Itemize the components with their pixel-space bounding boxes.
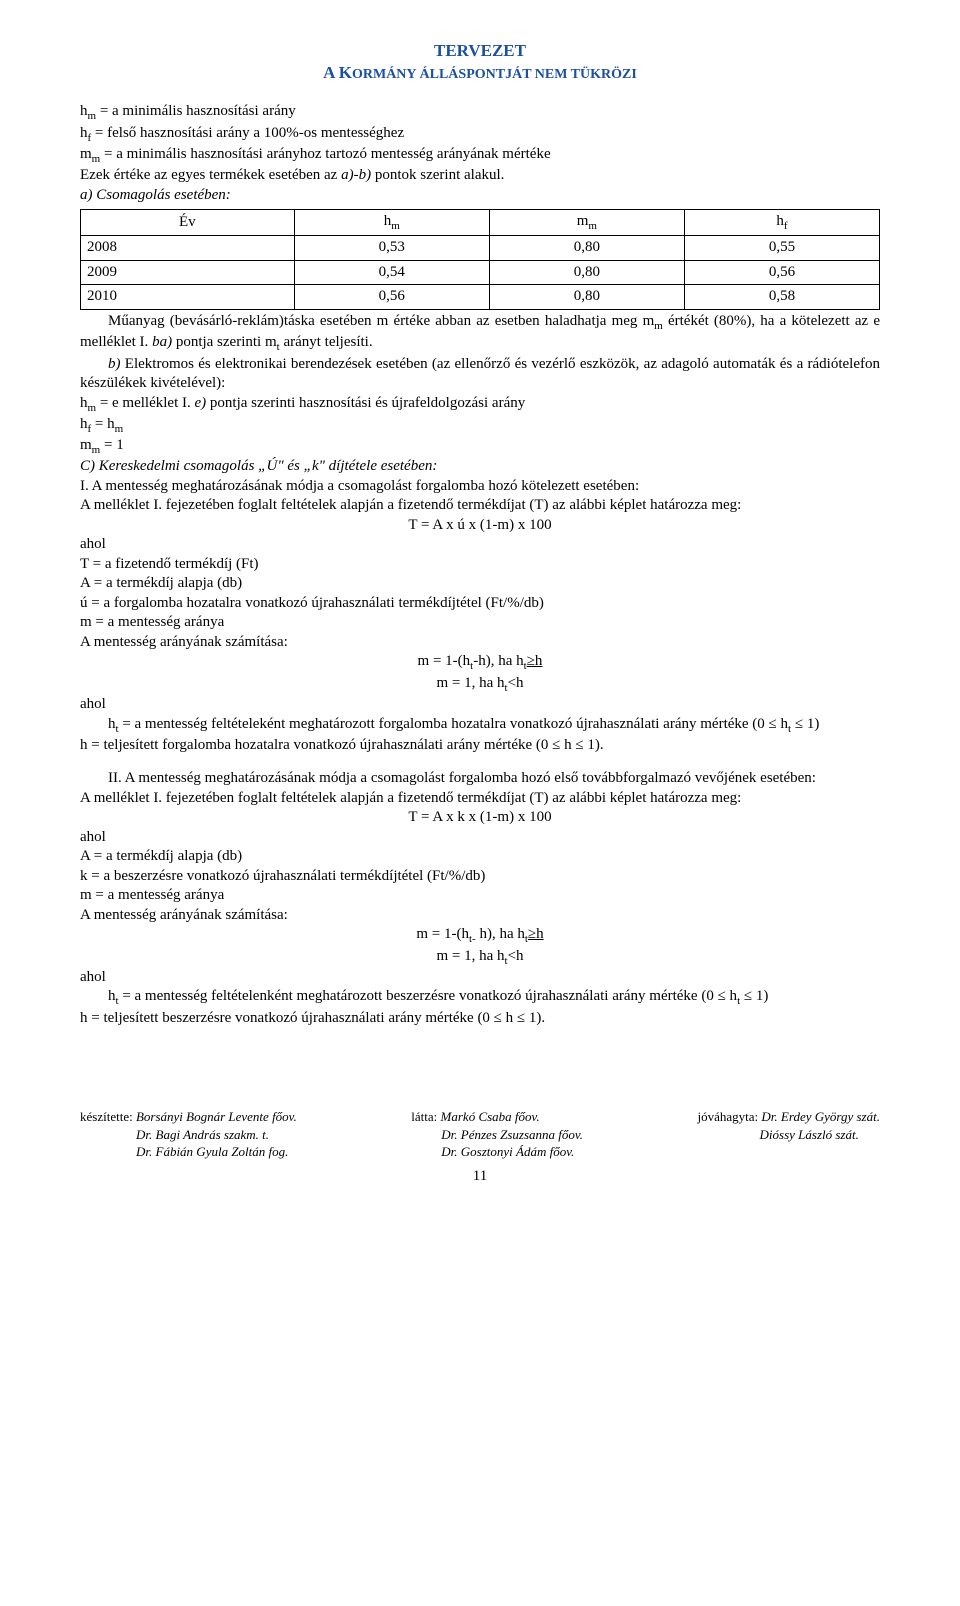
ahol-1: ahol [80, 535, 880, 555]
equation-3: m = 1, ha ht<h [80, 674, 880, 695]
ahol-3: ahol [80, 828, 880, 848]
section-a-heading: a) Csomagolás esetében: [80, 186, 880, 206]
th-hf: hf [684, 210, 879, 236]
equation-2: m = 1-(ht-h), ha ht≥h [80, 652, 880, 673]
def-m: m = a mentesség aránya [80, 613, 880, 633]
def-h2: h = teljesített beszerzésre vonatkozó új… [80, 1009, 880, 1029]
section-c-II: II. A mentesség meghatározásának módja a… [80, 769, 880, 789]
page: TERVEZET A KORMÁNY ÁLLÁSPONTJÁT NEM TÜKR… [0, 0, 960, 1226]
footer-left: készítette: Borsányi Bognár Levente főov… [80, 1108, 297, 1161]
section-c-I: I. A mentesség meghatározásának módja a … [80, 477, 880, 497]
def-hm: hm = a minimális hasznosítási arány [80, 102, 880, 123]
def-A2: A = a termékdíj alapja (db) [80, 847, 880, 867]
def-k: k = a beszerzésre vonatkozó újrahasznála… [80, 867, 880, 887]
footer-middle: látta: Markó Csaba főov. Dr. Pénzes Zsuz… [411, 1108, 583, 1161]
equation-4: T = A x k x (1-m) x 100 [80, 808, 880, 828]
def-mm: mm = a minimális hasznosítási arányhoz t… [80, 145, 880, 166]
intro-line: Ezek értéke az egyes termékek esetében a… [80, 166, 880, 186]
equation-6: m = 1, ha ht<h [80, 947, 880, 968]
section-b: b) Elektromos és elektronikai berendezés… [80, 355, 880, 394]
table-row: 2008 0,53 0,80 0,55 [81, 236, 880, 261]
section-c-II-mell: A melléklet I. fejezetében foglalt felté… [80, 789, 880, 809]
th-mm: mm [489, 210, 684, 236]
th-hm: hm [294, 210, 489, 236]
section-c-heading: C) Kereskedelmi csomagolás „Ú" és „k" dí… [80, 457, 880, 477]
b-hf-line: hf = hm [80, 415, 880, 436]
def-A: A = a termékdíj alapja (db) [80, 574, 880, 594]
def-h: h = teljesített forgalomba hozatalra von… [80, 736, 880, 756]
b-mm-line: mm = 1 [80, 436, 880, 457]
mentesseg-szamitas-2: A mentesség arányának számítása: [80, 906, 880, 926]
def-ht2: ht = a mentesség feltételenként meghatár… [80, 987, 880, 1008]
def-m2: m = a mentesség aránya [80, 886, 880, 906]
document-header: TERVEZET A KORMÁNY ÁLLÁSPONTJÁT NEM TÜKR… [80, 40, 880, 84]
header-line2: A KORMÁNY ÁLLÁSPONTJÁT NEM TÜKRÖZI [80, 62, 880, 84]
page-number: 11 [80, 1167, 880, 1187]
ahol-2: ahol [80, 695, 880, 715]
table-row: 2010 0,56 0,80 0,58 [81, 285, 880, 310]
b-hm-line: hm = e melléklet I. e) pontja szerinti h… [80, 394, 880, 415]
muanyag-note: Műanyag (bevásárló-reklám)táska esetében… [80, 312, 880, 355]
table-header-row: Év hm mm hf [81, 210, 880, 236]
equation-1: T = A x ú x (1-m) x 100 [80, 516, 880, 536]
page-footer: készítette: Borsányi Bognár Levente főov… [80, 1108, 880, 1161]
th-ev: Év [81, 210, 295, 236]
def-T: T = a fizetendő termékdíj (Ft) [80, 555, 880, 575]
section-c-I-mell: A melléklet I. fejezetében foglalt felté… [80, 496, 880, 516]
def-ht: ht = a mentesség feltételeként meghatáro… [80, 715, 880, 736]
equation-5: m = 1-(ht- h), ha ht≥h [80, 925, 880, 946]
def-hf: hf = felső hasznosítási arány a 100%-os … [80, 124, 880, 145]
table-row: 2009 0,54 0,80 0,56 [81, 260, 880, 285]
mentesseg-szamitas: A mentesség arányának számítása: [80, 633, 880, 653]
ahol-4: ahol [80, 968, 880, 988]
footer-right: jóváhagyta: Dr. Erdey György szát. Dióss… [698, 1108, 880, 1161]
csomagolas-table: Év hm mm hf 2008 0,53 0,80 0,55 2009 0,5… [80, 209, 880, 310]
def-u: ú = a forgalomba hozatalra vonatkozó újr… [80, 594, 880, 614]
header-line1: TERVEZET [80, 40, 880, 62]
